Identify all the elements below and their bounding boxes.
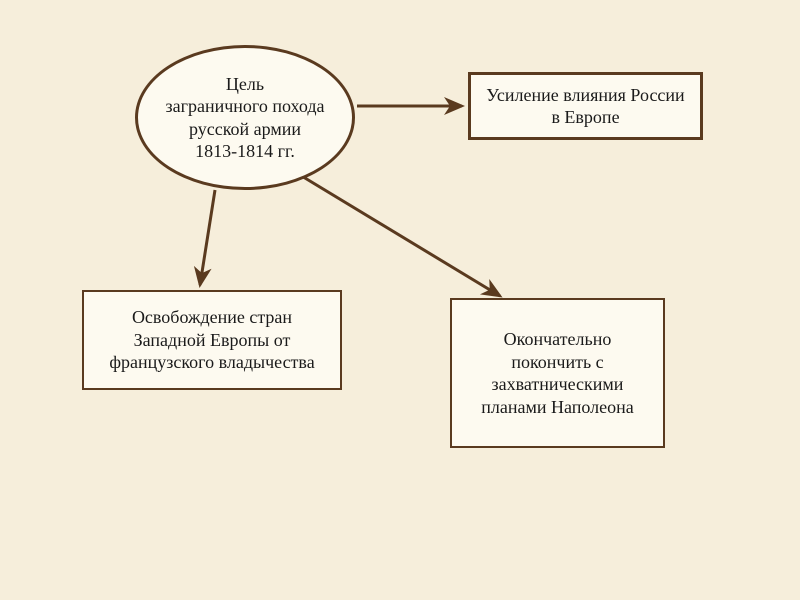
goal-box-liberation: Освобождение стран Западной Европы от фр…	[82, 290, 342, 390]
arrow	[300, 175, 500, 296]
goal-box-napoleon: Окончательно покончить с захватническими…	[450, 298, 665, 448]
central-node-text: Цель заграничного похода русской армии 1…	[166, 73, 325, 163]
goal-box-liberation-text: Освобождение стран Западной Европы от фр…	[94, 306, 330, 374]
goal-box-napoleon-text: Окончательно покончить с захватническими…	[462, 328, 653, 418]
goal-box-influence-text: Усиление влияния России в Европе	[481, 84, 690, 129]
arrow	[200, 190, 215, 285]
central-node: Цель заграничного похода русской армии 1…	[135, 45, 355, 190]
goal-box-influence: Усиление влияния России в Европе	[468, 72, 703, 140]
